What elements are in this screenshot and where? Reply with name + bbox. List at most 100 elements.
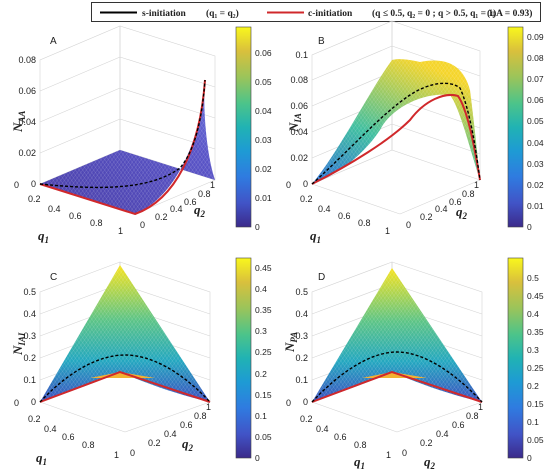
panel-b-colorbar — [507, 26, 524, 228]
panel-c-cbtick-4: 0.2 — [255, 369, 267, 379]
panel-a-cbtick-0: 0 — [255, 222, 260, 232]
panel-b-xtick-5: 1 — [385, 226, 390, 236]
panel-d-xtick-4: 0.8 — [354, 440, 367, 450]
panel-b-xtick-3: 0.6 — [338, 211, 351, 221]
panel-c-cbtick-2: 0.1 — [255, 411, 267, 421]
panel-a: A 0 0.02 0.04 0.06 0.08 0.2 0.4 0.6 0.8 … — [10, 25, 272, 245]
svg-text:NPA: NPA — [282, 332, 299, 353]
panel-d-xtick-3: 0.6 — [334, 432, 347, 442]
panel-c-cbtick-8: 0.4 — [255, 284, 267, 294]
panel-a-cbtick-3: 0.03 — [255, 135, 272, 145]
panel-c-cbtick-0: 0 — [255, 453, 260, 463]
panel-b-ytick-5: 1 — [474, 180, 479, 190]
panel-d-ytick-2: 0.4 — [436, 429, 449, 439]
panel-d-ztick-4: 0.4 — [295, 309, 308, 319]
panel-d-cbtick-8: 0.4 — [527, 309, 539, 319]
panel-c-ytick-1: 0.2 — [148, 438, 161, 448]
panel-c-ytick-0: 0 — [130, 448, 135, 458]
svg-text:NAA: NAA — [10, 111, 27, 133]
panel-d-xtick-0: 0 — [286, 398, 291, 408]
panel-d-ytick-1: 0.2 — [420, 438, 433, 448]
panel-d-xtick-1: 0.2 — [300, 414, 313, 424]
panel-a-ytick-0: 0 — [140, 220, 145, 230]
panel-c-cbtick-7: 0.35 — [255, 305, 272, 315]
panel-b-cbtick-6: 0.06 — [527, 95, 544, 105]
panel-d-ytick-3: 0.6 — [452, 420, 465, 430]
panel-a-ztick-3: 0.06 — [18, 86, 36, 96]
panel-d-ztick-5: 0.5 — [295, 287, 308, 297]
panel-c-ztick-0: 0 — [31, 397, 36, 407]
panel-a-ztick-1: 0.02 — [18, 148, 36, 158]
panel-d-label: D — [318, 272, 325, 283]
panel-c-ytick-5: 1 — [206, 402, 211, 412]
panel-c-ytick-3: 0.6 — [180, 420, 193, 430]
panel-c-cbtick-9: 0.45 — [255, 263, 272, 273]
panel-a-cbtick-5: 0.05 — [255, 77, 272, 87]
panel-b-ztick-4: 0.08 — [290, 75, 308, 85]
panel-b-s-curve — [311, 82, 481, 185]
panel-a-ytick-1: 0.2 — [155, 212, 168, 222]
panel-b-ylabel: q2 — [456, 204, 468, 221]
panel-b-ytick-0: 0 — [406, 220, 411, 230]
panel-a-ztick-0: 0 — [31, 179, 36, 189]
panel-d-cbtick-7: 0.35 — [527, 327, 544, 337]
panel-a-colorbar — [235, 26, 252, 228]
legend-phi: (φA = 0.93) — [487, 8, 532, 19]
panel-a-xtick-0: 0 — [14, 180, 19, 190]
panel-c-xtick-3: 0.6 — [62, 432, 75, 442]
panel-a-cbtick-6: 0.06 — [255, 48, 272, 58]
panel-d-cbtick-1: 0.05 — [527, 435, 544, 445]
panel-c-s-curve — [39, 354, 211, 403]
panel-d-ztick-0: 0 — [303, 397, 308, 407]
panel-b-label: B — [318, 36, 325, 47]
panel-c-zlabel: NIAI — [10, 332, 27, 356]
panel-c-xtick-0: 0 — [14, 398, 19, 408]
panel-b-ytick-2: 0.4 — [435, 204, 448, 214]
panel-a-ylabel: q2 — [194, 202, 206, 219]
panel-c-ztick-3: 0.3 — [23, 331, 36, 341]
panel-a-xlabel: q1 — [38, 228, 49, 245]
panel-c-colorbar — [235, 257, 252, 459]
panel-d-colorbar — [507, 257, 524, 459]
panel-d-cbtick-0: 0 — [527, 453, 532, 463]
panel-b-ztick-0: 0 — [303, 179, 308, 189]
panel-d-cbtick-5: 0.25 — [527, 363, 544, 373]
panel-d-xtick-2: 0.4 — [316, 424, 329, 434]
panel-c-cbtick-3: 0.15 — [255, 390, 272, 400]
panel-c-cbtick-1: 0.05 — [255, 432, 272, 442]
panel-d-zlabel: NPA — [282, 332, 299, 353]
panel-b-ytick-4: 0.8 — [462, 189, 475, 199]
panel-a-cbtick-1: 0.01 — [255, 193, 272, 203]
panel-a-s-curve — [39, 79, 206, 189]
panel-c-xtick-1: 0.2 — [28, 414, 41, 424]
panel-b-cbtick-3: 0.03 — [527, 159, 544, 169]
panel-b-cbtick-2: 0.02 — [527, 180, 544, 190]
panel-b-ztick-5: 0.1 — [295, 50, 308, 60]
panel-a-ytick-4: 0.8 — [198, 189, 211, 199]
panel-d-ytick-4: 0.8 — [466, 411, 479, 421]
panel-a-label: A — [50, 36, 57, 47]
panel-b-cbtick-5: 0.05 — [527, 116, 544, 126]
panel-d-cbtick-9: 0.45 — [527, 291, 544, 301]
panel-b-grid — [311, 20, 481, 215]
panel-c-cbtick-6: 0.3 — [255, 326, 267, 336]
panel-b-ytick-1: 0.2 — [420, 212, 433, 222]
panel-c-cbtick-5: 0.25 — [255, 347, 272, 357]
panel-a-xtick-1: 0.2 — [28, 194, 41, 204]
panel-b-cbtick-9: 0.09 — [527, 32, 544, 42]
panel-d: D 0 0.1 0.2 0.3 0.4 0.5 0.2 0.4 0.6 0.8 … — [282, 257, 544, 471]
panel-a-ytick-2: 0.4 — [170, 204, 183, 214]
panel-a-ztick-4: 0.08 — [18, 55, 36, 65]
panel-b: B 0 0.02 0.04 0.06 0.08 0.1 0.2 0.4 0.6 … — [286, 20, 544, 245]
panel-a-cbtick-4: 0.04 — [255, 106, 272, 116]
panel-a-ytick-3: 0.6 — [184, 197, 197, 207]
legend-c-condition: (q ≤ 0.5, q₂ = 0 ; q > 0.5, q₁ = 1) — [372, 8, 496, 19]
panel-c-xtick-4: 0.8 — [82, 440, 95, 450]
panel-b-cbtick-0: 0 — [527, 222, 532, 232]
legend-s-label: s-initiation — [142, 9, 187, 19]
panel-b-xlabel: q1 — [310, 228, 321, 245]
panel-c-ztick-2: 0.2 — [23, 353, 36, 363]
panel-b-ytick-3: 0.6 — [449, 197, 462, 207]
panel-d-cbtick-4: 0.2 — [527, 381, 539, 391]
